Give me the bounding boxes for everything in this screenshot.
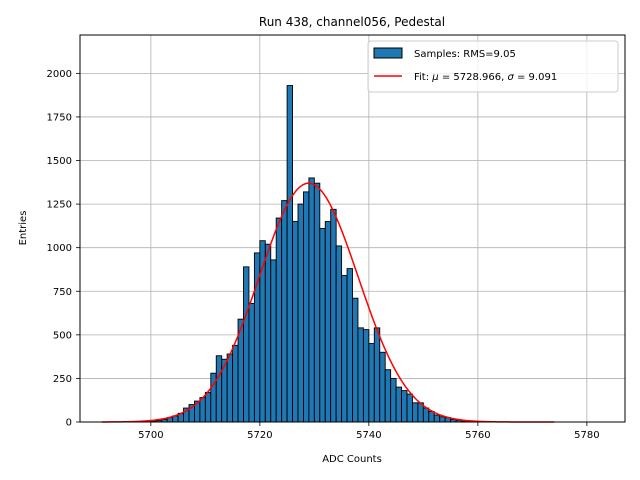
fit-curve-layer [101, 182, 555, 423]
y-tick-label: 1000 [47, 243, 72, 254]
histogram-bar [384, 369, 392, 423]
y-tick-label: 1500 [47, 156, 72, 167]
histogram-bar [324, 221, 332, 423]
histogram-bar [243, 266, 250, 423]
histogram-bar [433, 414, 441, 423]
x-tick-label: 5700 [138, 430, 163, 441]
histogram-bar [379, 351, 386, 423]
histogram-bar [286, 85, 294, 423]
y-axis-ticks: 0 250 500 750 1000 1250 1500 1750 2000 [47, 69, 80, 429]
histogram-bar [401, 390, 408, 423]
histogram-bar [428, 411, 435, 423]
x-axis-ticks: 5700 5720 5740 5760 5780 [138, 422, 600, 441]
histogram-bar [362, 329, 370, 423]
histogram-bar [199, 397, 206, 423]
histogram-bar [330, 208, 337, 423]
plot-frame [79, 34, 626, 423]
histogram-bar [373, 327, 381, 423]
histogram-bar [232, 344, 239, 423]
histogram-bar [346, 268, 353, 423]
histogram-bar [303, 191, 310, 423]
y-tick-label: 500 [53, 330, 72, 341]
histogram-bar [422, 407, 430, 423]
histogram-bar [390, 377, 397, 423]
x-tick-label: 5780 [574, 430, 599, 441]
histogram-bar [308, 177, 315, 423]
histogram-bar [215, 355, 223, 423]
y-tick-label: 250 [53, 374, 72, 385]
histogram-bar [297, 203, 304, 423]
legend-samples-swatch [373, 47, 403, 59]
x-tick-label: 5760 [465, 430, 490, 441]
legend-fit-label: Fit: μ = 5728.966, σ = 9.091 [414, 72, 557, 83]
x-tick-label: 5740 [356, 430, 381, 441]
y-tick-label: 1250 [47, 200, 72, 211]
x-tick-label: 5720 [247, 430, 272, 441]
histogram-bar [248, 303, 255, 423]
histogram-bar [204, 391, 212, 423]
histogram-bar [352, 297, 359, 423]
histogram-bar [226, 353, 234, 423]
x-axis-label: ADC Counts [322, 454, 382, 465]
fit-curve [101, 182, 555, 423]
histogram-bar [395, 386, 403, 423]
histogram-bar [341, 275, 348, 423]
histogram-bar [412, 402, 419, 423]
histogram-bar [270, 259, 277, 423]
chart-title: Run 438, channel056, Pedestal [259, 15, 445, 29]
histogram-bar [292, 221, 299, 423]
y-tick-label: 750 [53, 287, 72, 298]
histogram-bar [368, 343, 375, 423]
legend-box [367, 40, 619, 93]
legend: Samples: RMS=9.05 Fit: μ = 5728.966, σ =… [367, 40, 619, 93]
histogram-bar [264, 243, 272, 423]
legend-samples-label: Samples: RMS=9.05 [414, 49, 516, 60]
histogram-bar [439, 416, 446, 423]
histogram-bar [357, 327, 364, 423]
y-tick-label: 0 [66, 418, 72, 429]
histogram-bar [319, 228, 326, 423]
histogram-bar [406, 393, 413, 423]
histogram-bar [281, 200, 288, 423]
y-tick-label: 1750 [47, 112, 72, 123]
y-tick-label: 2000 [47, 69, 72, 80]
grid-lines [80, 35, 625, 423]
histogram-bar [275, 217, 283, 423]
y-axis-label: Entries [18, 211, 29, 246]
histogram-bar [313, 182, 321, 423]
histogram-bar [335, 245, 343, 423]
